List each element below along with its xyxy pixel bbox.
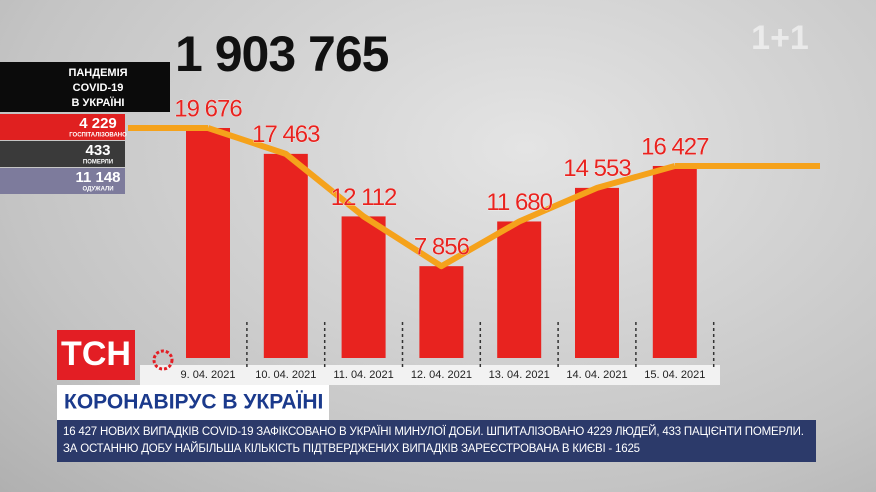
- bar: [341, 216, 386, 358]
- channel-logo: 1+1: [751, 19, 809, 57]
- stat-label: ГОСПІТАЛІЗОВАНО: [69, 133, 127, 139]
- bar: [575, 187, 619, 358]
- bar: [419, 266, 464, 358]
- value-label: 19 676: [174, 95, 242, 122]
- logo: ТСН: [61, 335, 131, 373]
- x-tick-label: 13. 04. 2021: [489, 369, 550, 381]
- stat-value: 11 148: [75, 169, 120, 186]
- value-label: 7 856: [414, 234, 470, 261]
- x-tick-label: 15. 04. 2021: [644, 369, 705, 381]
- x-tick-label: 12. 04. 2021: [411, 369, 472, 381]
- bar: [186, 128, 230, 358]
- headline-box: [57, 385, 329, 420]
- stat-label: ОДУЖАЛИ: [82, 187, 113, 193]
- sidebar-title: В УКРАЇНІ: [72, 96, 125, 109]
- value-label: 11 680: [486, 189, 552, 216]
- value-label: 17 463: [252, 121, 320, 148]
- stat-label: ПОМЕРЛИ: [83, 160, 113, 166]
- x-tick-label: 9. 04. 2021: [180, 369, 235, 381]
- trend-line: [207, 125, 676, 270]
- headline: КОРОНАВІРУС В УКРАЇНІ: [64, 391, 323, 414]
- stat-box: [0, 141, 125, 167]
- value-label: 16 427: [641, 133, 709, 160]
- logo-box: [57, 330, 135, 380]
- sidebar-title: COVID-19: [73, 82, 124, 94]
- x-tick-label: 14. 04. 2021: [566, 369, 627, 381]
- ticker: 16 427 НОВИХ ВИПАДКІВ COVID-19 ЗАФІКСОВА…: [57, 420, 816, 462]
- stat-box: [0, 168, 125, 194]
- virus-icon: [152, 349, 174, 371]
- date-strip: [140, 365, 720, 385]
- x-tick-label: 10. 04. 2021: [255, 369, 316, 381]
- sidebar-title: ПАНДЕМІЯ: [68, 67, 127, 79]
- value-label: 14 553: [563, 155, 631, 182]
- bar: [497, 221, 542, 358]
- stat-value: 4 229: [79, 115, 117, 132]
- sidebar-title-box: [0, 62, 170, 112]
- stat-value: 433: [85, 142, 110, 159]
- bar: [652, 165, 697, 358]
- bar: [263, 153, 308, 358]
- x-tick-label: 11. 04. 2021: [333, 369, 393, 381]
- stat-box: [0, 114, 125, 140]
- total: 1 903 765: [175, 26, 389, 82]
- value-label: 12 112: [331, 184, 397, 211]
